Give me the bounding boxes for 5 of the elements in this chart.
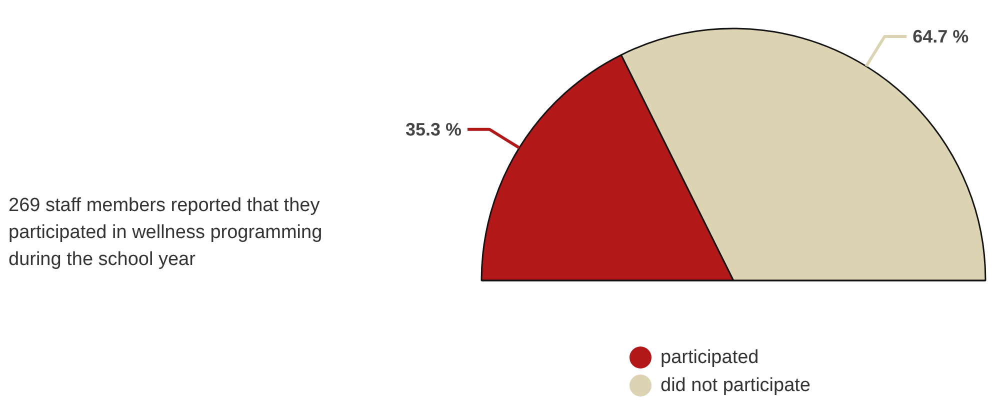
data-label: 64.7 %	[912, 26, 969, 46]
text: 269 staff members reported that they participated in wellness programming during the school year	[8, 195, 322, 270]
legend-label: did not participate	[660, 375, 810, 396]
data-label: 35.3 %	[405, 119, 462, 140]
legend-label: participated	[660, 347, 759, 368]
